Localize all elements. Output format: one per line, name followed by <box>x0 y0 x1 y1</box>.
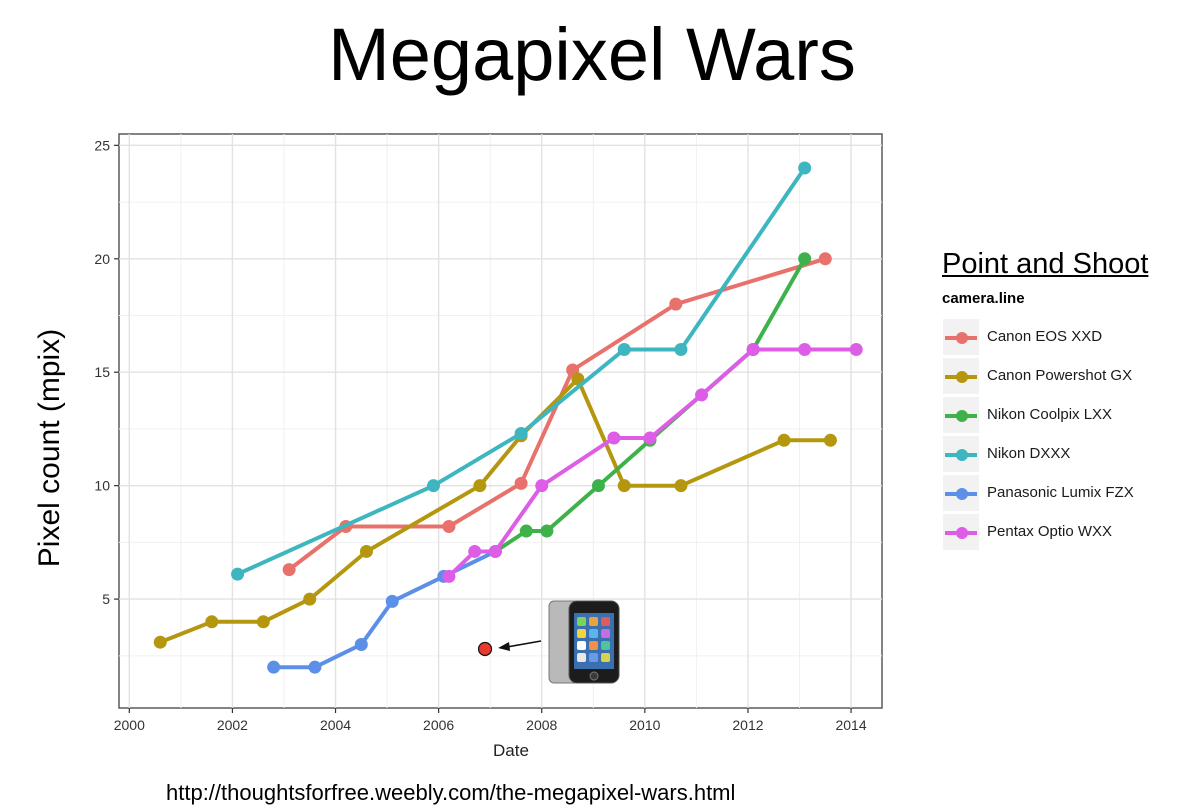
legend-title: camera.line <box>942 290 1025 307</box>
data-point <box>514 426 528 440</box>
data-point <box>674 343 688 357</box>
data-point <box>617 479 631 493</box>
major-gridlines <box>119 134 882 708</box>
data-point <box>468 544 482 558</box>
data-point <box>354 637 368 651</box>
y-tick-label: 10 <box>94 478 110 494</box>
legend-item-pentax-optio-wxx: Pentax Optio WXX <box>942 512 1134 551</box>
axis-ticks: 2000 2002 2004 2006 2008 2010 2012 2014 5 10 15 20 2… <box>94 137 866 733</box>
x-tick-label: 2006 <box>423 717 454 733</box>
annotation-arrow-head <box>498 642 511 652</box>
iphone-marker <box>477 641 493 657</box>
y-tick-label: 15 <box>94 364 110 380</box>
series-line <box>446 347 859 579</box>
data-point <box>798 252 812 266</box>
data-point <box>153 635 167 649</box>
data-point <box>695 388 709 402</box>
legend-item-nikon-coolpix-lxx: Nikon Coolpix LXX <box>942 395 1134 434</box>
data-point <box>798 161 812 175</box>
data-point <box>535 479 549 493</box>
x-tick-label: 2014 <box>835 717 866 733</box>
annotation-layer <box>477 600 620 684</box>
data-point <box>591 479 605 493</box>
data-point <box>385 594 399 608</box>
series-line <box>235 166 807 577</box>
source-url: http://thoughtsforfree.weebly.com/the-me… <box>166 780 736 805</box>
legend-label: Canon EOS XXD <box>987 328 1103 345</box>
data-point <box>442 569 456 583</box>
slide-title: Megapixel Wars <box>328 13 856 96</box>
data-point <box>607 431 621 445</box>
legend-label: Canon Powershot GX <box>987 367 1133 384</box>
data-point <box>669 297 683 311</box>
data-point <box>514 476 528 490</box>
legend-key <box>942 434 980 473</box>
data-point <box>256 615 270 629</box>
data-point <box>303 592 317 606</box>
data-point <box>473 479 487 493</box>
legend-label: Nikon DXXX <box>987 445 1071 462</box>
data-point <box>617 343 631 357</box>
data-point <box>519 524 533 538</box>
series-canon-powershot-gx <box>153 372 837 649</box>
data-point <box>426 479 440 493</box>
x-axis-title: Date <box>493 741 529 760</box>
x-tick-label: 2010 <box>629 717 660 733</box>
y-tick-label: 20 <box>94 251 110 267</box>
legend-key <box>942 512 980 551</box>
data-point <box>267 660 281 674</box>
legend-key <box>942 473 980 512</box>
data-point <box>488 544 502 558</box>
data-point <box>442 519 456 533</box>
x-tick-label: 2012 <box>732 717 763 733</box>
legend-item-canon-eos-xxd: Canon EOS XXD <box>942 317 1134 356</box>
data-point <box>308 660 322 674</box>
legend-label: Pentax Optio WXX <box>987 523 1113 540</box>
data-point <box>540 524 554 538</box>
data-point <box>231 567 245 581</box>
data-point <box>643 431 657 445</box>
data-point <box>282 563 296 577</box>
smartphone-icon <box>548 600 620 684</box>
data-point <box>849 343 863 357</box>
data-point <box>674 479 688 493</box>
legend-key <box>942 317 980 356</box>
minor-gridlines <box>119 134 882 708</box>
series-pentax-optio-wxx <box>442 343 863 583</box>
legend-key <box>942 395 980 434</box>
legend-item-canon-powershot-gx: Canon Powershot GX <box>942 356 1134 395</box>
series-line <box>158 377 833 645</box>
x-tick-label: 2002 <box>217 717 248 733</box>
legend: Canon EOS XXD Canon Powershot GX Nikon Coo… <box>942 317 1134 551</box>
series-layer <box>153 161 863 674</box>
x-tick-label: 2000 <box>114 717 145 733</box>
data-point <box>818 252 832 266</box>
legend-label: Panasonic Lumix FZX <box>987 484 1134 501</box>
plot-panel <box>118 133 883 709</box>
legend-caption: Point and Shoot <box>942 248 1149 280</box>
data-point <box>205 615 219 629</box>
series-nikon-dxxx <box>231 161 812 581</box>
legend-item-nikon-dxxx: Nikon DXXX <box>942 434 1134 473</box>
y-tick-label: 25 <box>94 137 110 153</box>
y-tick-label: 5 <box>102 591 110 607</box>
data-point <box>777 433 791 447</box>
data-point <box>798 343 812 357</box>
x-tick-label: 2008 <box>526 717 557 733</box>
data-point <box>359 544 373 558</box>
data-point <box>746 343 760 357</box>
x-tick-label: 2004 <box>320 717 351 733</box>
legend-label: Nikon Coolpix LXX <box>987 406 1113 423</box>
data-point <box>823 433 837 447</box>
legend-key <box>942 356 980 395</box>
legend-item-panasonic-lumix-fzx: Panasonic Lumix FZX <box>942 473 1134 512</box>
